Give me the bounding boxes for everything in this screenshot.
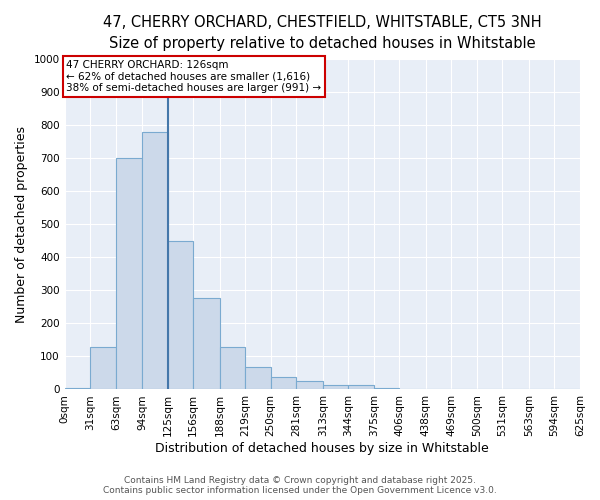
Bar xyxy=(296,381,323,390)
Bar xyxy=(65,388,90,390)
Bar xyxy=(348,386,374,390)
Bar xyxy=(220,346,245,390)
Bar xyxy=(271,377,296,390)
Bar xyxy=(90,346,116,390)
Bar xyxy=(323,386,348,390)
Text: Contains HM Land Registry data © Crown copyright and database right 2025.
Contai: Contains HM Land Registry data © Crown c… xyxy=(103,476,497,495)
Bar xyxy=(167,241,193,390)
X-axis label: Distribution of detached houses by size in Whitstable: Distribution of detached houses by size … xyxy=(155,442,489,455)
Title: 47, CHERRY ORCHARD, CHESTFIELD, WHITSTABLE, CT5 3NH
Size of property relative to: 47, CHERRY ORCHARD, CHESTFIELD, WHITSTAB… xyxy=(103,15,542,51)
Bar xyxy=(142,132,167,390)
Bar xyxy=(374,388,400,390)
Bar xyxy=(245,367,271,390)
Bar xyxy=(193,298,220,390)
Text: 47 CHERRY ORCHARD: 126sqm
← 62% of detached houses are smaller (1,616)
38% of se: 47 CHERRY ORCHARD: 126sqm ← 62% of detac… xyxy=(66,60,322,93)
Bar xyxy=(116,158,142,390)
Y-axis label: Number of detached properties: Number of detached properties xyxy=(15,126,28,323)
